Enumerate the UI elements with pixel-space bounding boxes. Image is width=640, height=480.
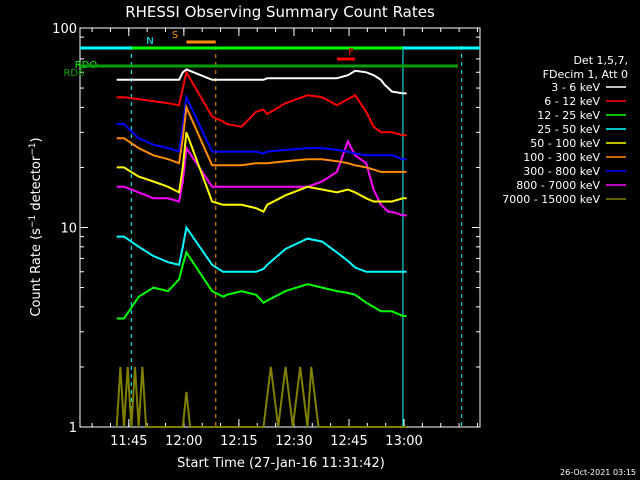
series-line-300-800-kev: [116, 93, 407, 161]
y-axis-label-sup: −1: [28, 142, 38, 155]
x-tick-label: 12:30: [275, 434, 312, 449]
legend-header: FDecim 1, Att 0: [543, 68, 628, 81]
series-line-25-50-kev: [116, 224, 407, 273]
y-axis-label: Count Rate (s−1 detector−1): [28, 137, 44, 316]
y-tick-label: 100: [52, 22, 77, 37]
chart-title: RHESSI Observing Summary Count Rates: [125, 3, 435, 21]
series-line-7000-15000-kev: [115, 366, 407, 428]
legend-header: Det 1,5,7,: [573, 54, 628, 67]
timestamp: 26-Oct-2021 03:15: [560, 468, 636, 477]
series-line-12-25-kev: [116, 250, 407, 320]
y-axis-label-part: detector: [29, 155, 44, 215]
x-tick-label: 12:45: [330, 434, 367, 449]
svg-text:Count Rate (s−1 detector−1): Count Rate (s−1 detector−1): [28, 137, 44, 316]
legend-label: 6 - 12 keV: [544, 95, 600, 108]
series-line-6-12-kev: [116, 69, 407, 137]
legend-label: 7000 - 15000 keV: [502, 193, 600, 206]
flag-label-s: S: [172, 30, 178, 41]
series-line-800-7000-kev: [116, 138, 407, 217]
y-axis-label-sup: −1: [28, 215, 38, 228]
x-tick-label: 12:00: [165, 434, 202, 449]
x-tick-label: 13:00: [385, 434, 422, 449]
flag-label-n: N: [146, 36, 153, 47]
legend-label: 25 - 50 keV: [537, 123, 600, 136]
y-axis-label-part: Count Rate (s: [29, 228, 44, 317]
legend-label: 50 - 100 keV: [530, 137, 600, 150]
series-line-100-300-kev: [116, 103, 407, 173]
legend-label: 100 - 300 keV: [523, 151, 600, 164]
plot-frame: [79, 27, 481, 428]
legend-label: 3 - 6 keV: [551, 81, 600, 94]
series-line-50-100-kev: [116, 131, 407, 214]
flag-label-rd6: RD6: [63, 68, 84, 79]
legend-label: 300 - 800 keV: [523, 165, 600, 178]
y-tick-label: 10: [60, 222, 77, 237]
x-axis-label: Start Time (27-Jan-16 11:31:42): [177, 456, 385, 471]
series-line-3-6-kev: [116, 68, 407, 95]
legend-label: 800 - 7000 keV: [516, 179, 600, 192]
legend-label: 12 - 25 keV: [537, 109, 600, 122]
y-tick-label: 1: [69, 421, 77, 436]
plot-area: 11010011:4512:0012:1512:3012:4513:00RDOR…: [52, 22, 481, 449]
x-tick-label: 11:45: [110, 434, 147, 449]
y-axis-label-part: ): [29, 137, 44, 142]
x-tick-label: 12:15: [220, 434, 257, 449]
flag-label-f: F: [348, 47, 354, 58]
